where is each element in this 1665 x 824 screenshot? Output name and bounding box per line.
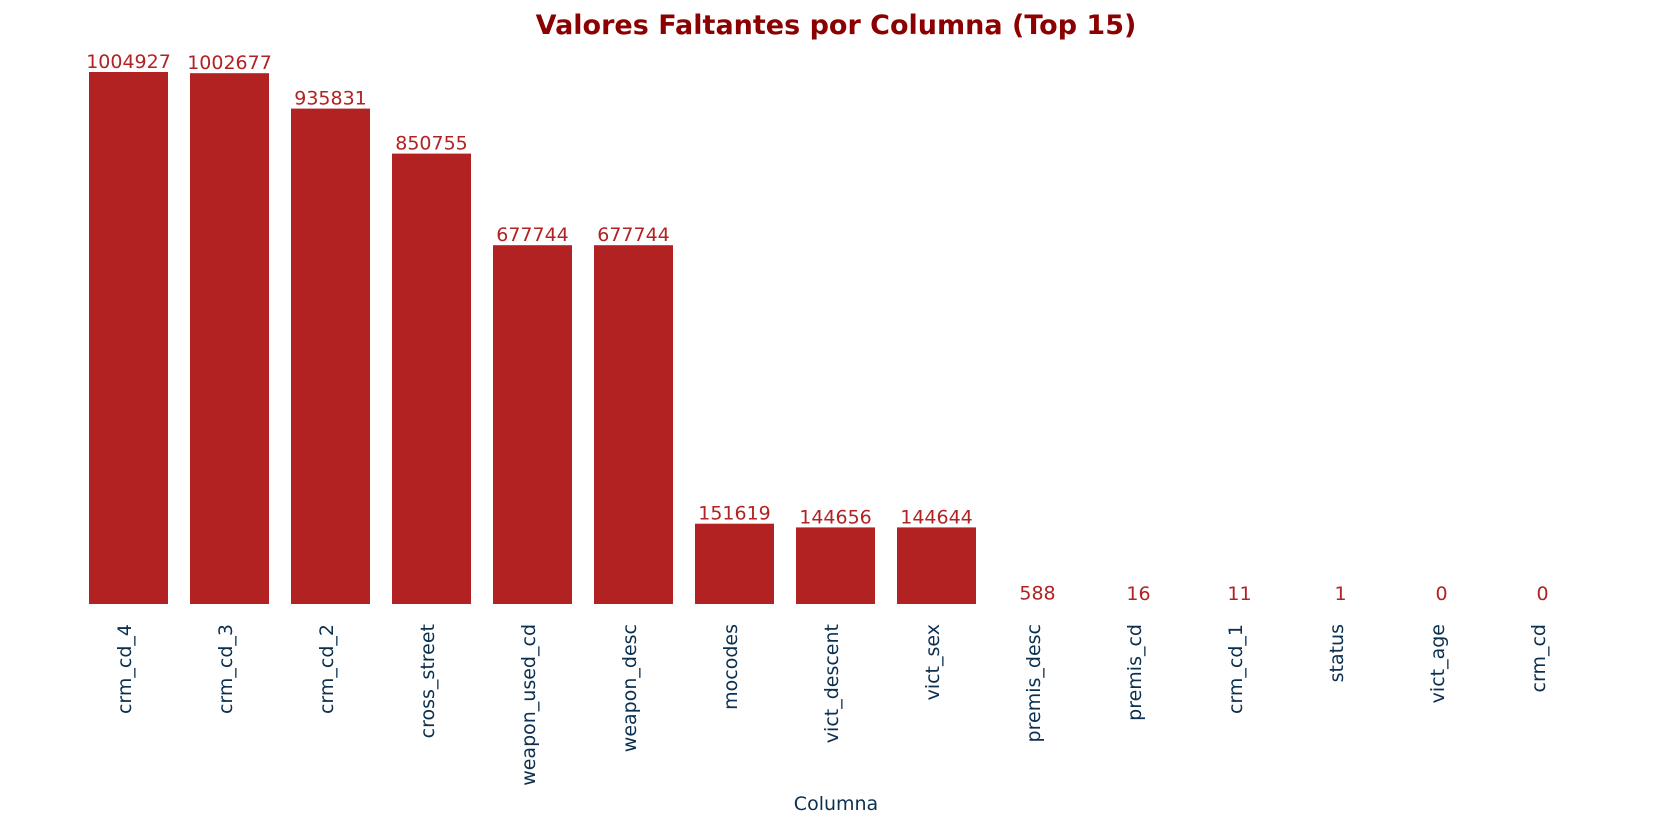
x-tick-label-crm_cd_2: crm_cd_2 <box>316 624 338 714</box>
data-label-status: 1 <box>1334 583 1346 605</box>
bar-crm_cd_3 <box>190 73 269 604</box>
bar-crm_cd_4 <box>89 72 168 604</box>
x-tick-label-mocodes: mocodes <box>720 624 742 710</box>
data-label-vict_age: 0 <box>1435 583 1447 605</box>
x-tick-label-status: status <box>1326 624 1348 682</box>
bar-cross_street <box>392 153 471 604</box>
chart-title: Valores Faltantes por Columna (Top 15) <box>536 10 1137 41</box>
x-tick-label-vict_age: vict_age <box>1427 624 1449 703</box>
data-label-weapon_used_cd: 677744 <box>496 224 569 246</box>
x-axis-label: Columna <box>794 793 878 815</box>
bar-vict_descent <box>796 527 875 604</box>
x-tick-label-premis_cd: premis_cd <box>1124 624 1146 721</box>
bar-vict_sex <box>897 527 976 604</box>
bars <box>89 72 976 604</box>
data-label-crm_cd_3: 1002677 <box>187 52 272 74</box>
x-tick-label-weapon_used_cd: weapon_used_cd <box>518 624 540 786</box>
x-tick-label-premis_desc: premis_desc <box>1023 624 1045 742</box>
data-label-weapon_desc: 677744 <box>597 224 670 246</box>
bar-weapon_desc <box>594 245 673 604</box>
x-tick-label-weapon_desc: weapon_desc <box>619 624 641 752</box>
x-tick-label-crm_cd_3: crm_cd_3 <box>215 624 237 714</box>
data-label-cross_street: 850755 <box>395 133 468 155</box>
bar-weapon_used_cd <box>493 245 572 604</box>
data-label-crm_cd_1: 11 <box>1227 583 1251 605</box>
data-label-crm_cd_4: 1004927 <box>86 51 171 73</box>
data-label-vict_descent: 144656 <box>799 506 872 528</box>
x-tick-label-vict_sex: vict_sex <box>922 624 944 700</box>
x-tick-label-vict_descent: vict_descent <box>821 624 843 743</box>
x-tick-labels: crm_cd_4 crm_cd_3 crm_cd_2 cross_street weap… <box>114 624 1550 786</box>
x-tick-label-crm_cd_4: crm_cd_4 <box>114 624 136 714</box>
x-tick-label-crm_cd: crm_cd <box>1528 624 1550 692</box>
bar-crm_cd_2 <box>291 108 370 604</box>
x-tick-label-crm_cd_1: crm_cd_1 <box>1225 624 1247 714</box>
x-tick-label-cross_street: cross_street <box>417 624 439 738</box>
data-label-crm_cd: 0 <box>1536 583 1548 605</box>
data-label-premis_cd: 16 <box>1126 583 1150 605</box>
data-label-mocodes: 151619 <box>698 503 771 525</box>
bar-mocodes <box>695 523 774 604</box>
data-label-premis_desc: 588 <box>1019 583 1055 605</box>
data-label-vict_sex: 144644 <box>900 506 973 528</box>
data-label-crm_cd_2: 935831 <box>294 88 367 110</box>
